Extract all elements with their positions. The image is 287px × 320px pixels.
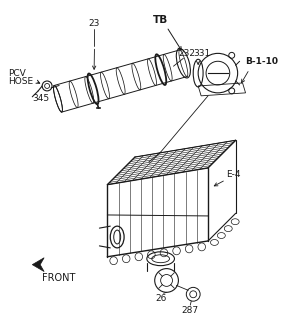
Text: 26: 26 (155, 294, 166, 303)
Text: 232: 232 (179, 49, 195, 58)
Text: TB: TB (153, 15, 168, 25)
Text: 345: 345 (32, 94, 49, 103)
Text: FRONT: FRONT (42, 274, 75, 284)
Text: B-1-10: B-1-10 (246, 57, 279, 66)
Text: HOSE: HOSE (9, 76, 34, 85)
Text: PCV: PCV (9, 68, 26, 78)
Polygon shape (32, 258, 44, 272)
Text: 23: 23 (89, 19, 100, 28)
Text: E-4: E-4 (226, 170, 240, 179)
Text: 331: 331 (193, 49, 210, 58)
Text: 287: 287 (182, 306, 199, 315)
